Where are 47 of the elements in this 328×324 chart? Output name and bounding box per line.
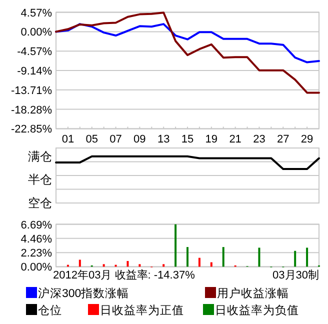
- text: 2012年03月 收益率: -14.37%: [53, 268, 196, 282]
- bar: [222, 247, 224, 267]
- x-tick-label: 27: [277, 134, 290, 146]
- x-tick-label: 23: [253, 134, 266, 146]
- bar: [306, 248, 308, 267]
- y-tick-label: 0.00%: [20, 26, 52, 39]
- bar: [126, 260, 129, 267]
- bar: [102, 264, 105, 267]
- bar: [186, 247, 188, 267]
- line-series: [55, 23, 320, 64]
- bar: [294, 250, 296, 267]
- x-tick-label: 19: [205, 134, 218, 146]
- bar: [162, 264, 165, 267]
- text: 空仓: [28, 196, 52, 210]
- legend-label: 用户收益涨幅: [217, 286, 289, 300]
- bar: [258, 248, 260, 267]
- bar: [198, 258, 200, 267]
- legend-label: 日收益率为负值: [215, 303, 299, 317]
- text: 半仓: [28, 172, 52, 187]
- y-tick-label: -4.57%: [17, 46, 52, 58]
- bar: [138, 264, 141, 267]
- y-tick-label: 4.46%: [20, 233, 52, 246]
- legend-label: 沪深300指数涨幅: [38, 286, 130, 300]
- y-tick-label: 6.69%: [20, 219, 52, 232]
- y-tick-label: 4.57%: [20, 7, 52, 20]
- legend-label: 日收益率为正值: [100, 303, 184, 317]
- x-tick-label: 29: [300, 134, 314, 146]
- x-tick-label: 21: [229, 134, 242, 146]
- y-tick-label: -18.28%: [11, 104, 52, 116]
- bar: [210, 262, 212, 267]
- legend-label: 仓位: [38, 304, 62, 317]
- text: 满仓: [28, 149, 52, 164]
- bar: [174, 224, 177, 267]
- y-tick-label: 2.23%: [20, 248, 52, 260]
- line-series: [55, 12, 320, 94]
- y-tick-label: -9.14%: [17, 66, 52, 78]
- x-tick-label: 15: [181, 134, 194, 146]
- x-tick-label: 09: [134, 134, 146, 146]
- y-tick-label: -13.71%: [11, 84, 52, 97]
- x-tick-label: 01: [62, 134, 74, 146]
- bar: [78, 260, 81, 267]
- x-tick-label: 13: [157, 134, 170, 146]
- y-tick-label: 0.00%: [20, 262, 52, 274]
- text: 03月30制: [272, 268, 319, 282]
- x-tick-label: 07: [110, 134, 122, 146]
- y-tick-label: -22.85%: [11, 124, 52, 136]
- x-tick-label: 05: [86, 134, 98, 146]
